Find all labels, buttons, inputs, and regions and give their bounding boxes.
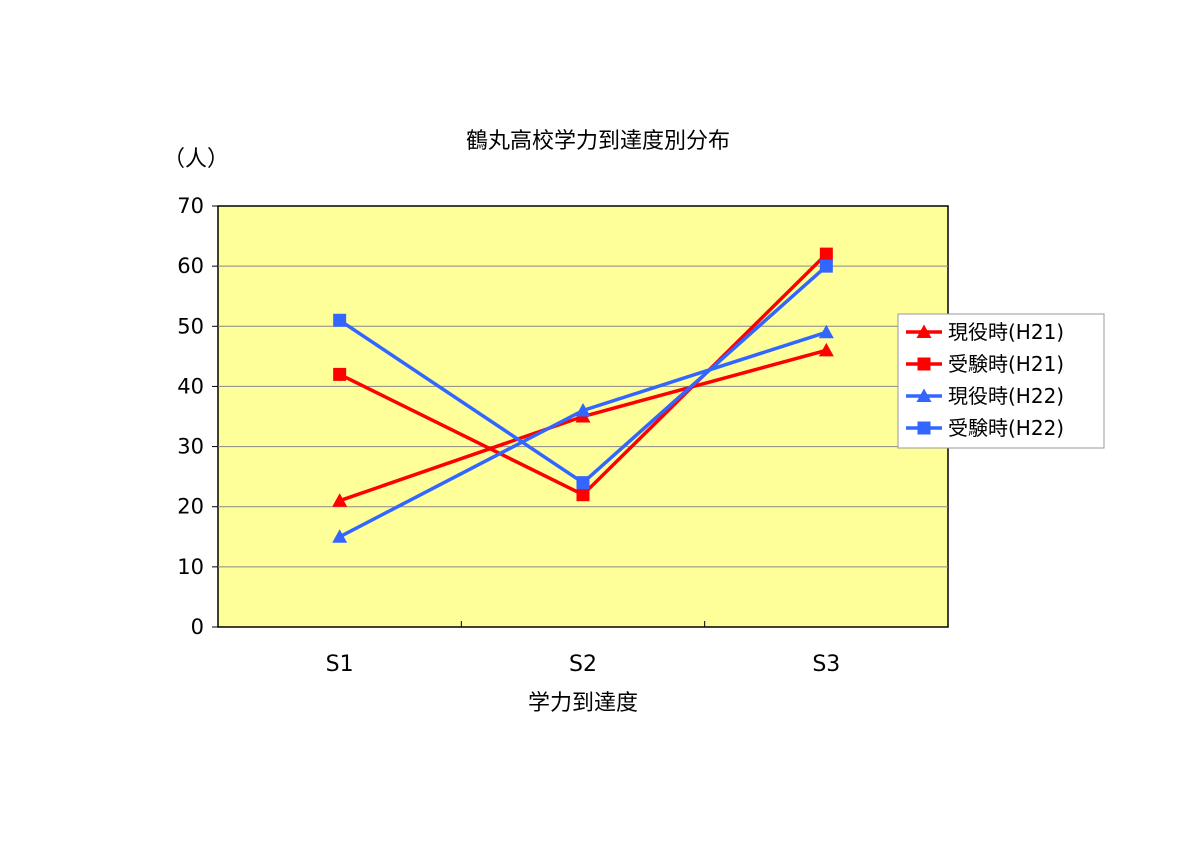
- series-2: [333, 247, 833, 502]
- chart-title: 鶴丸高校学力到達度別分布: [466, 129, 730, 154]
- series-3: [332, 324, 834, 543]
- y-tick-label: 60: [177, 254, 204, 278]
- x-axis-ticks: S1 S2 S3: [326, 621, 840, 677]
- legend-box: [897, 313, 1105, 449]
- legend-marker: [917, 357, 931, 371]
- x-tick-label: S2: [569, 652, 597, 677]
- legend-item: 現役時(H22): [906, 384, 1064, 408]
- legend-marker: [917, 421, 931, 435]
- y-tick-label: 50: [177, 314, 204, 338]
- legend-item: 受験時(H21): [906, 352, 1064, 376]
- legend-marker: [916, 324, 932, 338]
- series-4: [333, 259, 833, 490]
- y-tick-label: 30: [177, 435, 204, 459]
- data-point: [576, 476, 590, 490]
- series-1: [332, 342, 834, 507]
- x-tick-label: S3: [812, 652, 840, 677]
- legend-item: 現役時(H21): [906, 320, 1064, 344]
- data-point: [333, 367, 347, 381]
- series-layer: [332, 247, 834, 543]
- data-point: [332, 529, 348, 543]
- data-point: [818, 324, 834, 339]
- legend-label: 現役時(H22): [948, 384, 1064, 408]
- x-axis-label: 学力到達度: [528, 691, 638, 716]
- data-point: [575, 402, 591, 417]
- y-tick-label: 40: [177, 374, 204, 398]
- y-axis-ticks: 0 10 20 30 40 50 60 70: [177, 194, 218, 639]
- data-point: [333, 313, 347, 327]
- data-point: [576, 488, 590, 502]
- y-tick-label: 10: [177, 555, 204, 579]
- data-point: [818, 342, 834, 357]
- x-tick-label: S1: [326, 652, 354, 677]
- y-tick-label: 0: [191, 615, 204, 639]
- y-tick-label: 20: [177, 495, 204, 519]
- y-tick-label: 70: [177, 194, 204, 218]
- y-axis-unit: （人）: [163, 147, 229, 172]
- data-point: [332, 493, 348, 507]
- legend-marker: [916, 388, 932, 402]
- data-point: [819, 259, 833, 273]
- data-point: [819, 247, 833, 261]
- legend-label: 受験時(H21): [948, 352, 1064, 376]
- legend-item: 受験時(H22): [906, 416, 1064, 440]
- legend-label: 受験時(H22): [948, 416, 1064, 440]
- legend: 現役時(H21) 受験時(H21) 現役時(H22) 受験時(H22): [897, 313, 1105, 449]
- legend-label: 現役時(H21): [948, 320, 1064, 344]
